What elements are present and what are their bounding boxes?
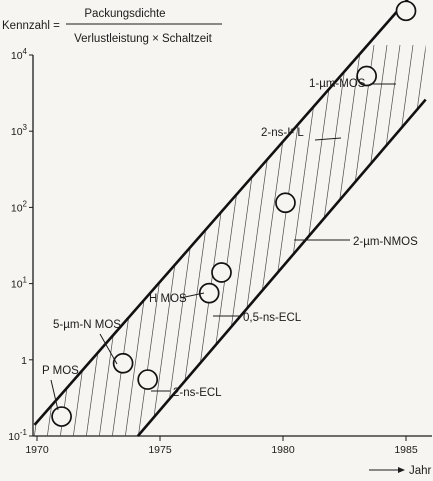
- band-lower-line: [136, 98, 427, 437]
- point-label: H MOS: [149, 293, 187, 305]
- point-label: 2-ns-I² L: [261, 127, 304, 139]
- data-point-2: 5-µm-N MOS: [53, 319, 134, 374]
- y-tick-exponent: 2: [23, 199, 28, 208]
- hatch-line: [0, 45, 23, 446]
- point-label: 1-µm-MOS: [309, 78, 366, 90]
- hatch-line: [71, 44, 128, 437]
- point-label: P MOS: [42, 365, 79, 377]
- point-marker: [51, 406, 72, 427]
- x-tick-label: 1975: [148, 444, 172, 456]
- formula-denominator: Verlustleistung × Schaltzeit: [74, 33, 213, 45]
- y-tick-exponent: 3: [23, 123, 28, 132]
- y-tick-exponent: -1: [20, 428, 28, 437]
- point-marker: [112, 352, 134, 374]
- hatch-line: [45, 44, 102, 437]
- point-label: 2-µm-NMOS: [353, 236, 418, 248]
- y-tick-label: 102: [11, 199, 28, 214]
- data-points: P MOS 5-µm-N MOS 2-ns-ECL 0,5-ns-ECL H MOS 2-…: [42, 0, 418, 427]
- formula-numerator: Packungsdichte: [84, 8, 165, 20]
- hatch-line: [422, 44, 426, 437]
- point-marker: [395, 0, 417, 22]
- point-marker: [137, 369, 159, 390]
- y-tick-label: 103: [11, 123, 28, 138]
- point-leader-line: [314, 137, 342, 141]
- point-leader-line: [179, 292, 205, 299]
- formula-prefix: Kennzahl =: [2, 20, 60, 32]
- hatch-line: [33, 44, 76, 437]
- data-point-4: 0,5-ns-ECL: [198, 282, 302, 324]
- hatch-line: [201, 44, 258, 437]
- point-label: 5-µm-N MOS: [53, 319, 121, 331]
- data-point-6: 2-µm-NMOS: [275, 192, 418, 248]
- y-tick-exponent: 4: [23, 47, 28, 56]
- data-point-8: 1-µm-MOS: [309, 0, 417, 90]
- band-upper-line: [33, 0, 409, 426]
- hatch-line: [33, 44, 37, 437]
- x-axis-label: Jahr: [409, 465, 432, 477]
- hatch-line: [33, 44, 89, 437]
- x-tick-label: 1980: [271, 444, 295, 456]
- hatch-line: [227, 44, 284, 437]
- hatch-line: [214, 44, 271, 437]
- point-marker: [275, 192, 296, 214]
- point-marker: [356, 65, 377, 87]
- hatch-line: [279, 44, 336, 437]
- hatch-line: [84, 44, 141, 437]
- hatch-line: [33, 44, 50, 437]
- hatch-line: [175, 44, 232, 437]
- point-label: 2-ns-ECL: [173, 387, 222, 399]
- y-tick-exponent: 1: [23, 276, 28, 285]
- point-leader-line: [50, 379, 59, 411]
- y-tick-label: 104: [11, 47, 28, 62]
- y-tick-label: 10-1: [8, 428, 27, 443]
- hatch-line: [33, 44, 63, 437]
- hatch-line: [0, 45, 10, 446]
- point-marker: [211, 262, 232, 283]
- y-tick-label: 101: [11, 276, 28, 291]
- x-tick-label: 1970: [25, 444, 49, 456]
- hatch-line: [240, 44, 297, 437]
- hatch-line: [149, 44, 206, 437]
- hatch-line: [188, 44, 245, 437]
- x-axis-arrow-head: [398, 467, 405, 473]
- point-marker: [198, 282, 220, 304]
- hatch-line: [110, 44, 167, 437]
- y-tick-label: 1: [21, 355, 27, 367]
- data-point-5: H MOS: [149, 262, 232, 305]
- data-point-7: 2-ns-I² L: [261, 65, 377, 141]
- x-tick-label: 1985: [394, 444, 418, 456]
- point-leader-line: [99, 333, 118, 365]
- data-point-1: P MOS: [42, 365, 79, 427]
- point-label: 0,5-ns-ECL: [243, 312, 302, 324]
- data-point-3: 2-ns-ECL: [137, 369, 222, 399]
